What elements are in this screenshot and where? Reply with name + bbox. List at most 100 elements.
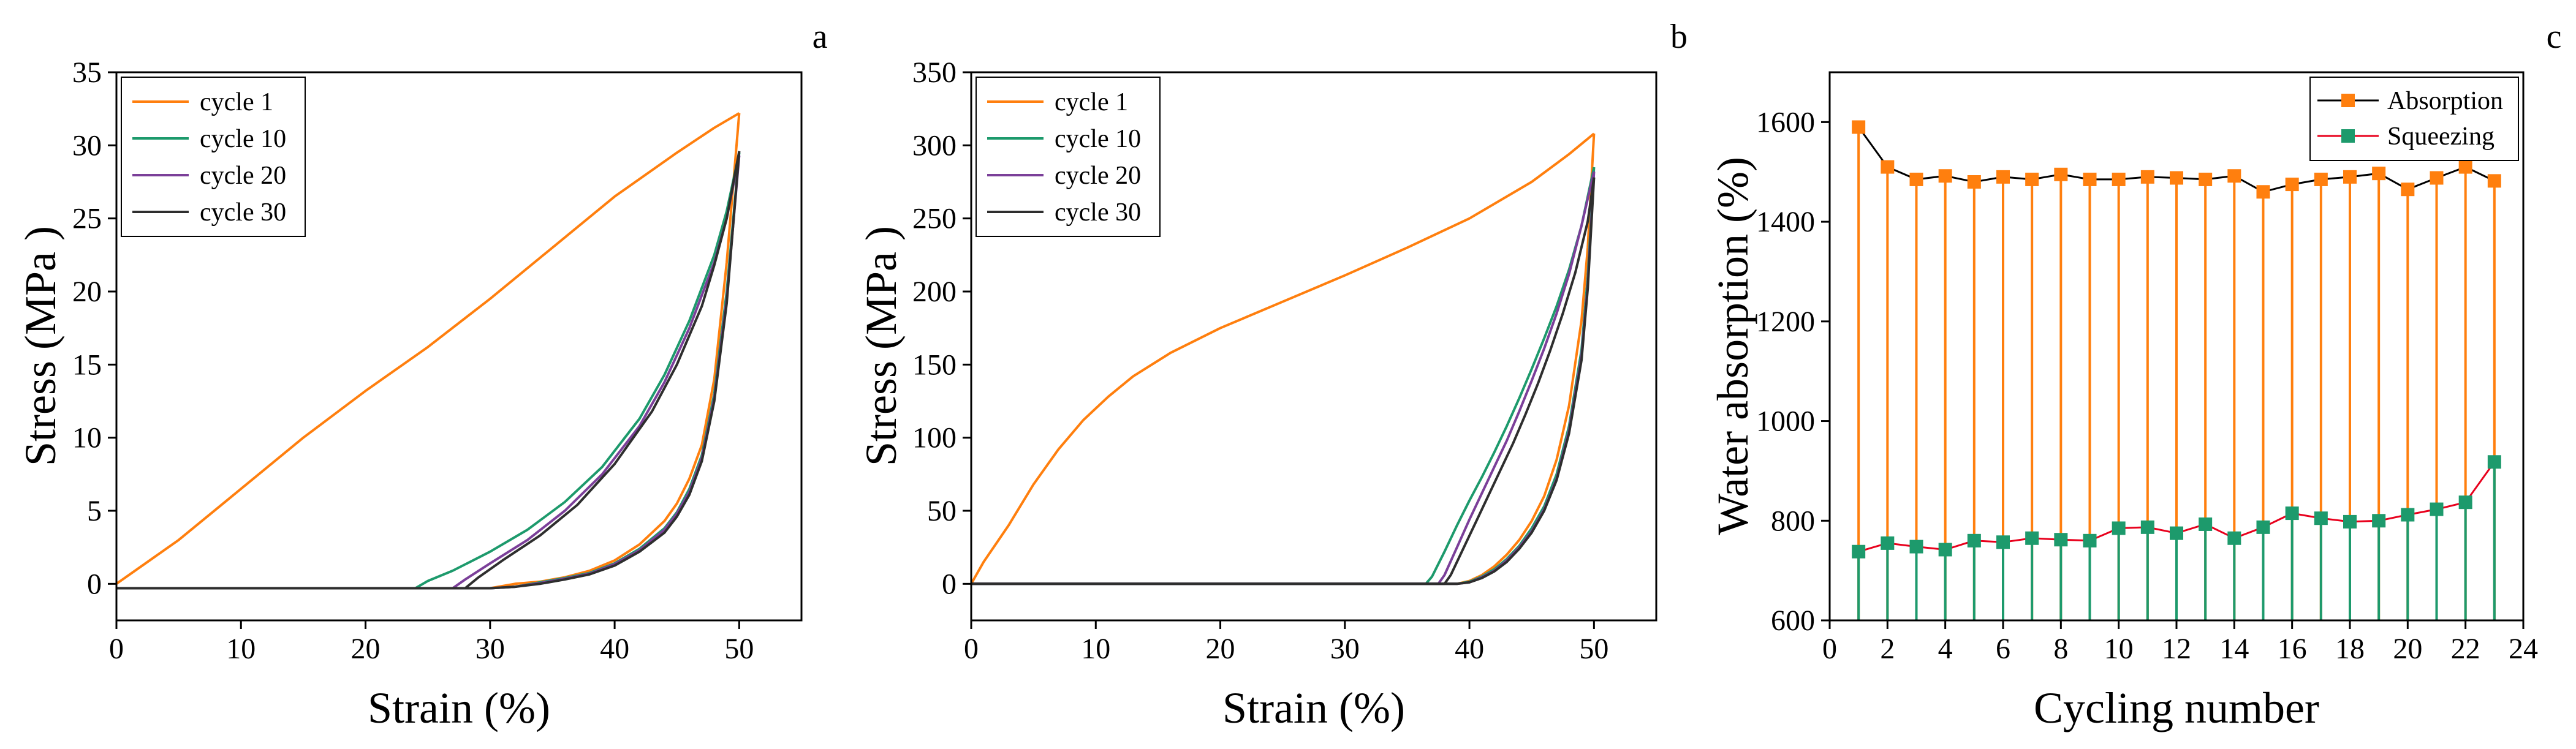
data-point [1938, 169, 1952, 183]
data-point [1881, 536, 1895, 550]
x-tick-label: 10 [226, 633, 256, 665]
panel-a-stress-strain: 0 10 20 30 40 50 0 5 10 15 20 25 30 35 Strain (%) Str… [16, 18, 828, 732]
legend-label: cycle 30 [200, 198, 286, 227]
y-tick-label: 200 [912, 276, 957, 308]
data-point [2025, 531, 2039, 545]
data-point [2401, 183, 2415, 197]
panel-c-water-absorption: 0 2 4 6 8 10 12 14 16 18 20 22 246008001000120014001… [1708, 18, 2561, 732]
y-tick-label: 1200 [1756, 306, 1815, 338]
series-line-loading [116, 151, 741, 590]
panel-a-ticks: 0 10 20 30 40 50 0 5 10 15 20 25 30 35 [72, 56, 754, 665]
panel-a-y-axis-label: Stress (MPa ) [16, 226, 65, 466]
y-tick-label: 15 [72, 348, 102, 381]
series-line-loading [115, 112, 740, 585]
x-tick-label: 8 [2053, 633, 2068, 665]
y-tick-label: 350 [912, 56, 957, 89]
y-tick-label: 30 [72, 129, 102, 162]
data-point [2140, 520, 2154, 534]
series-squeezing [1857, 462, 2496, 620]
y-tick-label: 250 [912, 203, 957, 235]
x-tick-label: 12 [2162, 633, 2191, 665]
x-tick-label: 50 [1579, 633, 1608, 665]
y-tick-label: 600 [1771, 604, 1815, 637]
series-line-loading [971, 171, 1596, 585]
data-point [2227, 531, 2241, 545]
y-tick-label: 1600 [1756, 106, 1815, 138]
panel-a-x-axis-label: Strain (%) [368, 683, 550, 732]
x-tick-label: 10 [1081, 633, 1110, 665]
x-tick-label: 16 [2278, 633, 2307, 665]
data-point [2199, 172, 2213, 186]
data-point [1881, 160, 1895, 174]
data-point [2285, 506, 2299, 521]
data-point [2025, 172, 2039, 186]
legend-swatch-marker [2341, 129, 2355, 143]
series-cycle-30 [116, 151, 741, 590]
x-tick-label: 30 [1330, 633, 1360, 665]
panel-b-x-axis-label: Strain (%) [1222, 683, 1405, 732]
x-tick-label: 20 [2393, 633, 2422, 665]
data-point [2112, 172, 2126, 186]
x-tick-label: 20 [1206, 633, 1235, 665]
series-squeezing-line [1852, 455, 2501, 559]
x-tick-label: 18 [2335, 633, 2365, 665]
x-tick-label: 10 [2104, 633, 2134, 665]
data-point [2112, 521, 2126, 535]
data-point [1996, 170, 2010, 184]
legend-label: cycle 10 [1055, 125, 1141, 153]
panel-b-ticks: 0 10 20 30 40 50 0 50 100 150 200 250 300 350 [912, 56, 1608, 665]
data-point [1967, 175, 1981, 189]
legend-box [121, 77, 306, 237]
x-tick-label: 30 [475, 633, 505, 665]
x-tick-label: 24 [2509, 633, 2538, 665]
panel-c-label: c [2547, 18, 2562, 56]
y-tick-label: 10 [72, 422, 102, 454]
data-point [2458, 495, 2472, 510]
data-point [1852, 120, 1866, 134]
series-cycle-30 [971, 177, 1596, 585]
y-tick-label: 25 [72, 203, 102, 235]
data-point [2430, 171, 2444, 185]
x-tick-label: 22 [2451, 633, 2480, 665]
x-tick-label: 14 [2219, 633, 2249, 665]
legend-box [2309, 77, 2519, 161]
y-tick-label: 1400 [1756, 206, 1815, 238]
legend-label: cycle 1 [200, 88, 273, 116]
data-point [2314, 172, 2328, 186]
legend-box [975, 77, 1161, 237]
legend-label: cycle 20 [200, 162, 286, 190]
data-point [1852, 544, 1866, 559]
y-tick-label: 5 [87, 495, 102, 527]
y-tick-label: 300 [912, 129, 957, 162]
legend-label: cycle 30 [1055, 198, 1141, 227]
data-point [1967, 533, 1981, 548]
data-point [2227, 169, 2241, 183]
panel-c-x-axis-label: Cycling number [2034, 683, 2319, 732]
data-point [2256, 185, 2270, 199]
data-point [1996, 535, 2010, 549]
data-point [2170, 526, 2183, 540]
data-point [2430, 502, 2444, 516]
panel-b-plot-frame [970, 71, 1657, 622]
data-point [2343, 170, 2357, 184]
panel-a-plot-frame [115, 71, 803, 622]
y-tick-label: 0 [942, 568, 957, 600]
legend-label: cycle 10 [200, 125, 286, 153]
data-point [2054, 167, 2068, 181]
data-point [2458, 160, 2472, 174]
panel-c-legend: Absorption Squeezing [2309, 77, 2519, 161]
data-point [1938, 543, 1952, 557]
data-point [2372, 514, 2386, 528]
series-line-unloading [116, 151, 741, 590]
x-tick-label: 0 [109, 633, 124, 665]
x-tick-label: 40 [600, 633, 629, 665]
data-point [2083, 172, 2097, 186]
data-point [2372, 167, 2386, 181]
panel-c-ticks: 0 2 4 6 8 10 12 14 16 18 20 22 246008001000120014001… [1756, 106, 2538, 665]
x-tick-label: 2 [1880, 633, 1895, 665]
data-point [2487, 174, 2501, 188]
data-point [2054, 533, 2068, 547]
y-tick-label: 100 [912, 422, 957, 454]
series-line-loading [116, 152, 741, 590]
